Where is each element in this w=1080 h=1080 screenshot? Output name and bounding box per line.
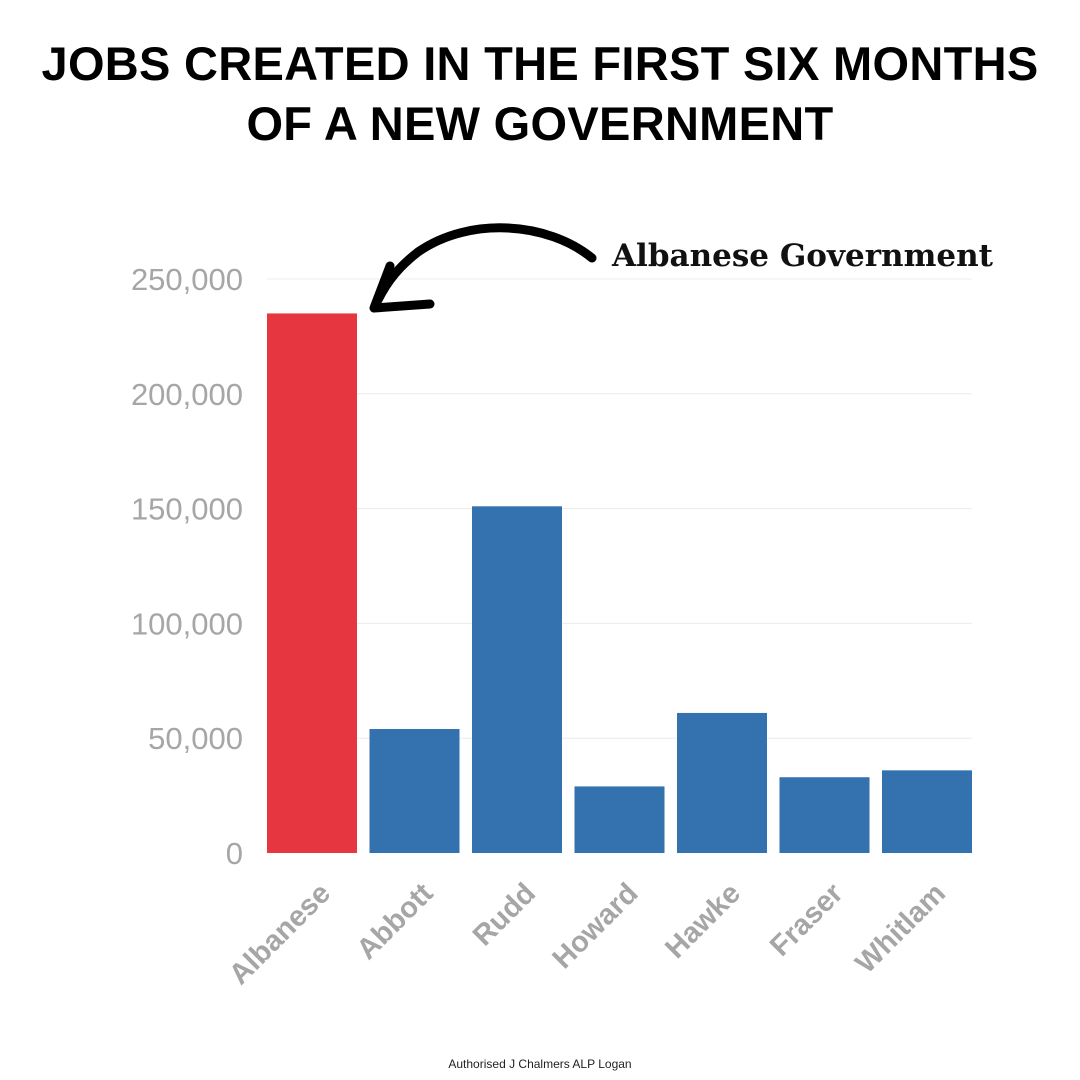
bar-abbott [369,729,460,853]
chart-title-line-2: OF A NEW GOVERNMENT [246,97,834,150]
bar-fraser [779,777,870,853]
arrow-shaft [373,223,597,305]
x-axis-category-labels: Albanese Abbott Rudd Howard Hawke Fraser Whitl… [223,877,952,991]
x-tick-label-howard: Howard [547,877,645,975]
arrow-head [369,261,435,313]
bars [267,313,972,853]
y-tick-label: 250,000 [131,262,243,297]
chart-title: JOBS CREATED IN THE FIRST SIX MONTHS OF … [0,34,1080,154]
x-tick-label-fraser: Fraser [764,877,849,962]
x-tick-label-whitlam: Whitlam [850,877,952,979]
y-tick-label: 100,000 [131,606,243,641]
bar-albanese [267,313,357,853]
authorisation-footer: Authorised J Chalmers ALP Logan [448,1057,632,1071]
y-tick-label: 0 [226,836,243,871]
annotation-label: Albanese Government [611,238,994,274]
bar-whitlam [882,770,972,853]
y-tick-label: 150,000 [131,492,243,527]
chart-title-line-1: JOBS CREATED IN THE FIRST SIX MONTHS [41,37,1039,90]
y-axis-tick-labels: 0 50,000 100,000 150,000 200,000 250,000 [131,262,243,871]
x-tick-label-hawke: Hawke [659,877,747,965]
x-tick-label-albanese: Albanese [223,877,337,991]
bar-rudd [472,506,562,853]
annotation-arrow [369,223,597,313]
bar-hawke [677,712,767,853]
y-tick-label: 200,000 [131,377,243,412]
y-tick-label: 50,000 [148,721,243,756]
x-tick-label-abbott: Abbott [351,877,440,966]
bar-howard [574,786,665,853]
gridlines [267,278,972,739]
x-tick-label-rudd: Rudd [467,877,542,952]
